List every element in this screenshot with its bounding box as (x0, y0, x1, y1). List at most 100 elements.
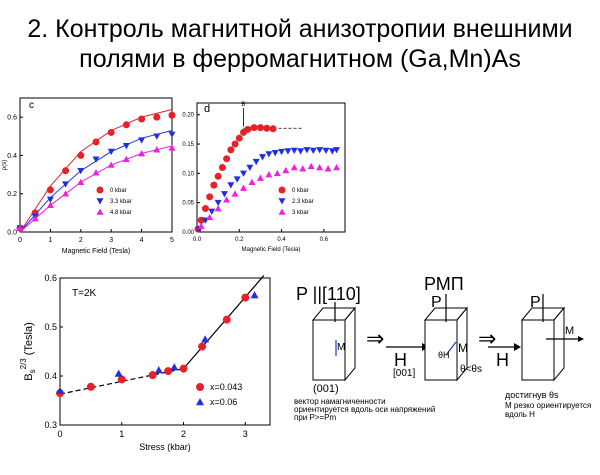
data-point (248, 178, 256, 185)
data-point (114, 369, 123, 377)
legend-label: 3.3 kbar (110, 199, 132, 205)
data-point (273, 169, 281, 177)
x-tick-label: 1 (48, 237, 52, 244)
y-tick-label: 0.3 (44, 420, 57, 430)
x-tick-label: 0.4 (277, 237, 286, 243)
data-point (46, 186, 54, 194)
y-tick-label: 0.4 (44, 371, 57, 381)
data-point (250, 291, 259, 299)
x-tick-label: 1 (119, 429, 124, 439)
crystal-block-right (520, 306, 566, 382)
data-point (179, 364, 188, 373)
data-point (210, 181, 218, 189)
data-point (263, 124, 271, 132)
panel-label: T=2K (72, 288, 97, 299)
data-point (92, 138, 100, 146)
x-axis-label: Magnetic Field (Tesla) (62, 248, 130, 255)
label-h-right: H (496, 350, 509, 370)
x-axis-label: Magnetic Field (Tesla) (242, 247, 301, 253)
data-point (46, 201, 54, 208)
fit-line (19, 130, 173, 233)
x-tick-label: 0.0 (193, 237, 202, 243)
caption-right-3: вдоль H (505, 410, 535, 419)
data-point (153, 133, 161, 140)
y-axis-label: Bs2/3 (Tesla) (19, 322, 37, 381)
data-point (138, 137, 146, 144)
data-point (307, 162, 315, 170)
label-h-left: H (394, 350, 407, 370)
plot-frame (59, 277, 271, 426)
label-theta-h: θH (438, 350, 450, 360)
legend-label: 0 kbar (110, 188, 127, 194)
x-tick-label: 0.6 (320, 237, 329, 243)
x-tick-label: 3 (243, 429, 248, 439)
data-point (214, 199, 222, 207)
data-point (92, 169, 100, 176)
y-tick-label: 0.20 (182, 113, 194, 119)
x-tick-label: 2 (79, 237, 83, 244)
x-tick-label: 0 (18, 237, 22, 244)
data-point (122, 143, 130, 150)
label-p-mid: P (431, 294, 442, 311)
arrow-h-right-head (514, 343, 521, 351)
data-point (208, 208, 216, 215)
x-tick-label: 3 (109, 237, 113, 244)
data-point (333, 164, 341, 171)
data-point (324, 165, 332, 172)
data-point (290, 164, 298, 171)
data-point (235, 134, 243, 142)
data-point (117, 375, 126, 384)
x-tick-label: 0 (57, 429, 62, 439)
data-point (62, 190, 70, 197)
slide-title: 2. Контроль магнитной анизотропии внешни… (0, 14, 600, 74)
data-point (240, 184, 248, 191)
data-point (231, 140, 239, 148)
legend-label: x=0.06 (210, 397, 237, 407)
data-point (122, 121, 130, 129)
implies-2: ⇒ (478, 326, 496, 351)
data-point (164, 367, 173, 376)
data-point (241, 293, 250, 302)
label-theta-s: θ<θs (460, 364, 482, 375)
chart-panel-stress: 0 1 2 3 0.3 0.4 0.5 0.6 Stress (kbar) Bs2/3 (Tesl… (19, 273, 271, 452)
data-point (197, 222, 205, 229)
data-point (240, 170, 248, 177)
data-point (206, 213, 214, 221)
data-point (252, 158, 260, 166)
data-point (107, 148, 115, 156)
legend-marker (96, 208, 104, 215)
data-point (256, 124, 264, 132)
label-rmp: РМП (424, 274, 464, 294)
y-tick-label: 0.4 (7, 153, 17, 160)
plot-frame (196, 102, 346, 233)
data-point (170, 363, 179, 371)
data-point (299, 165, 307, 172)
data-point (138, 150, 146, 157)
data-point (309, 147, 317, 154)
data-point (168, 131, 176, 138)
data-point (206, 193, 214, 201)
data-point (227, 146, 235, 154)
data-point (303, 147, 311, 154)
legend-marker (278, 208, 286, 215)
y-tick-label: 0.00 (182, 230, 194, 236)
data-point (77, 151, 85, 159)
legend-label: 0 kbar (292, 188, 309, 194)
chart-panel-c: 0 1 2 3 4 5 0.0 0.2 0.4 0.6 Magnetic Field (Tesla)… (2, 97, 176, 255)
data-point (168, 111, 176, 119)
data-point (265, 151, 273, 158)
data-point (316, 164, 324, 171)
label-001-b: [001] (393, 368, 415, 379)
y-axis-label: ρ(s) (2, 160, 8, 170)
m-arrow-right-head (578, 336, 584, 342)
data-point (316, 147, 324, 154)
caption-right-2: М резко ориентируется (505, 401, 591, 410)
y-tick-label: 0.5 (44, 322, 57, 332)
data-point (233, 176, 241, 183)
x-tick-label: 0.2 (235, 237, 244, 243)
data-point (322, 147, 330, 154)
label-p-110: P ||[110] (296, 284, 361, 304)
data-point (201, 205, 209, 213)
data-point (223, 196, 231, 203)
